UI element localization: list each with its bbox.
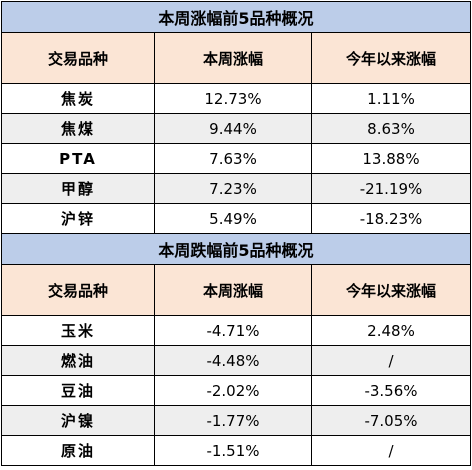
rise-section-title-row: 本周涨幅前5品种概况 — [1, 1, 471, 33]
weekly-change: -4.71% — [154, 315, 312, 346]
table-row: 玉米 -4.71% 2.48% — [1, 315, 471, 346]
weekly-change: 9.44% — [154, 113, 312, 144]
weekly-change: -2.02% — [154, 375, 312, 406]
fall-section-title: 本周跌幅前5品种概况 — [1, 233, 471, 265]
product-name: 玉米 — [1, 315, 155, 346]
table-row: 燃油 -4.48% / — [1, 345, 471, 376]
weekly-change: 7.63% — [154, 143, 312, 174]
ytd-change: -3.56% — [311, 375, 471, 406]
product-name: 豆油 — [1, 375, 155, 406]
column-header-product: 交易品种 — [1, 32, 155, 84]
fall-section-title-row: 本周跌幅前5品种概况 — [1, 233, 471, 265]
table-row: 甲醇 7.23% -21.19% — [1, 173, 471, 204]
ytd-change: 13.88% — [311, 143, 471, 174]
product-name: 焦煤 — [1, 113, 155, 144]
ytd-change: / — [311, 435, 471, 466]
product-name: 沪锌 — [1, 203, 155, 234]
weekly-change: -1.51% — [154, 435, 312, 466]
table-row: 原油 -1.51% / — [1, 435, 471, 466]
product-name: 原油 — [1, 435, 155, 466]
ytd-change: -21.19% — [311, 173, 471, 204]
weekly-change: 7.23% — [154, 173, 312, 204]
rise-header-row: 交易品种 本周涨幅 今年以来涨幅 — [1, 32, 471, 84]
ytd-change: / — [311, 345, 471, 376]
table-row: PTA 7.63% 13.88% — [1, 143, 471, 174]
rise-section-title: 本周涨幅前5品种概况 — [1, 1, 471, 33]
column-header-product: 交易品种 — [1, 264, 155, 316]
ytd-change: -7.05% — [311, 405, 471, 436]
column-header-weekly-change: 本周涨幅 — [154, 32, 312, 84]
weekly-change: 12.73% — [154, 83, 312, 114]
weekly-change: -4.48% — [154, 345, 312, 376]
product-name: 焦炭 — [1, 83, 155, 114]
weekly-change: -1.77% — [154, 405, 312, 436]
table-row: 沪锌 5.49% -18.23% — [1, 203, 471, 234]
table-row: 焦炭 12.73% 1.11% — [1, 83, 471, 114]
ytd-change: 8.63% — [311, 113, 471, 144]
ytd-change: 1.11% — [311, 83, 471, 114]
table-row: 沪镍 -1.77% -7.05% — [1, 405, 471, 436]
fall-header-row: 交易品种 本周涨幅 今年以来涨幅 — [1, 264, 471, 316]
product-name: 甲醇 — [1, 173, 155, 204]
column-header-ytd-change: 今年以来涨幅 — [311, 264, 471, 316]
ytd-change: -18.23% — [311, 203, 471, 234]
product-name: 燃油 — [1, 345, 155, 376]
ytd-change: 2.48% — [311, 315, 471, 346]
table-row: 豆油 -2.02% -3.56% — [1, 375, 471, 406]
product-name: 沪镍 — [1, 405, 155, 436]
column-header-ytd-change: 今年以来涨幅 — [311, 32, 471, 84]
table-row: 焦煤 9.44% 8.63% — [1, 113, 471, 144]
product-name: PTA — [1, 143, 155, 174]
weekly-change: 5.49% — [154, 203, 312, 234]
column-header-weekly-change: 本周涨幅 — [154, 264, 312, 316]
